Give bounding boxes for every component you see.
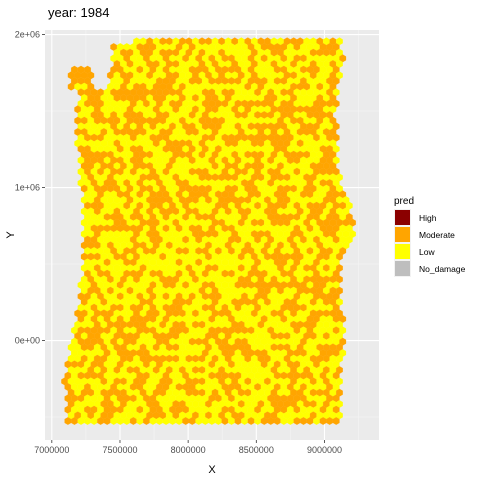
legend-label: Low <box>419 247 435 257</box>
x-tick-label: 7000000 <box>34 445 69 455</box>
hex-cell <box>332 417 340 425</box>
x-axis: 7000000 7500000 8000000 8500000 9000000 <box>34 440 342 455</box>
y-tick-label: 2e+06 <box>15 30 40 40</box>
chart-title: year: 1984 <box>48 5 109 20</box>
legend: pred High Moderate Low No_damage <box>394 196 466 277</box>
x-tick-label: 7500000 <box>102 445 137 455</box>
y-axis: 0e+00 1e+06 2e+06 <box>15 30 45 346</box>
legend-label: No_damage <box>419 264 466 274</box>
legend-key-moderate <box>395 227 410 242</box>
x-tick-label: 8000000 <box>171 445 206 455</box>
legend-key-low <box>395 244 410 259</box>
legend-title: pred <box>394 196 414 207</box>
x-axis-title: X <box>208 464 216 476</box>
legend-label: High <box>419 213 437 223</box>
x-tick-label: 9000000 <box>307 445 342 455</box>
y-tick-label: 0e+00 <box>15 336 40 346</box>
legend-label: Moderate <box>419 230 455 240</box>
y-axis-title: Y <box>5 231 17 239</box>
y-tick-label: 1e+06 <box>15 183 40 193</box>
hexbin-layer <box>61 37 356 425</box>
legend-key-no-damage <box>395 261 410 276</box>
x-tick-label: 8500000 <box>239 445 274 455</box>
legend-key-high <box>395 210 410 225</box>
